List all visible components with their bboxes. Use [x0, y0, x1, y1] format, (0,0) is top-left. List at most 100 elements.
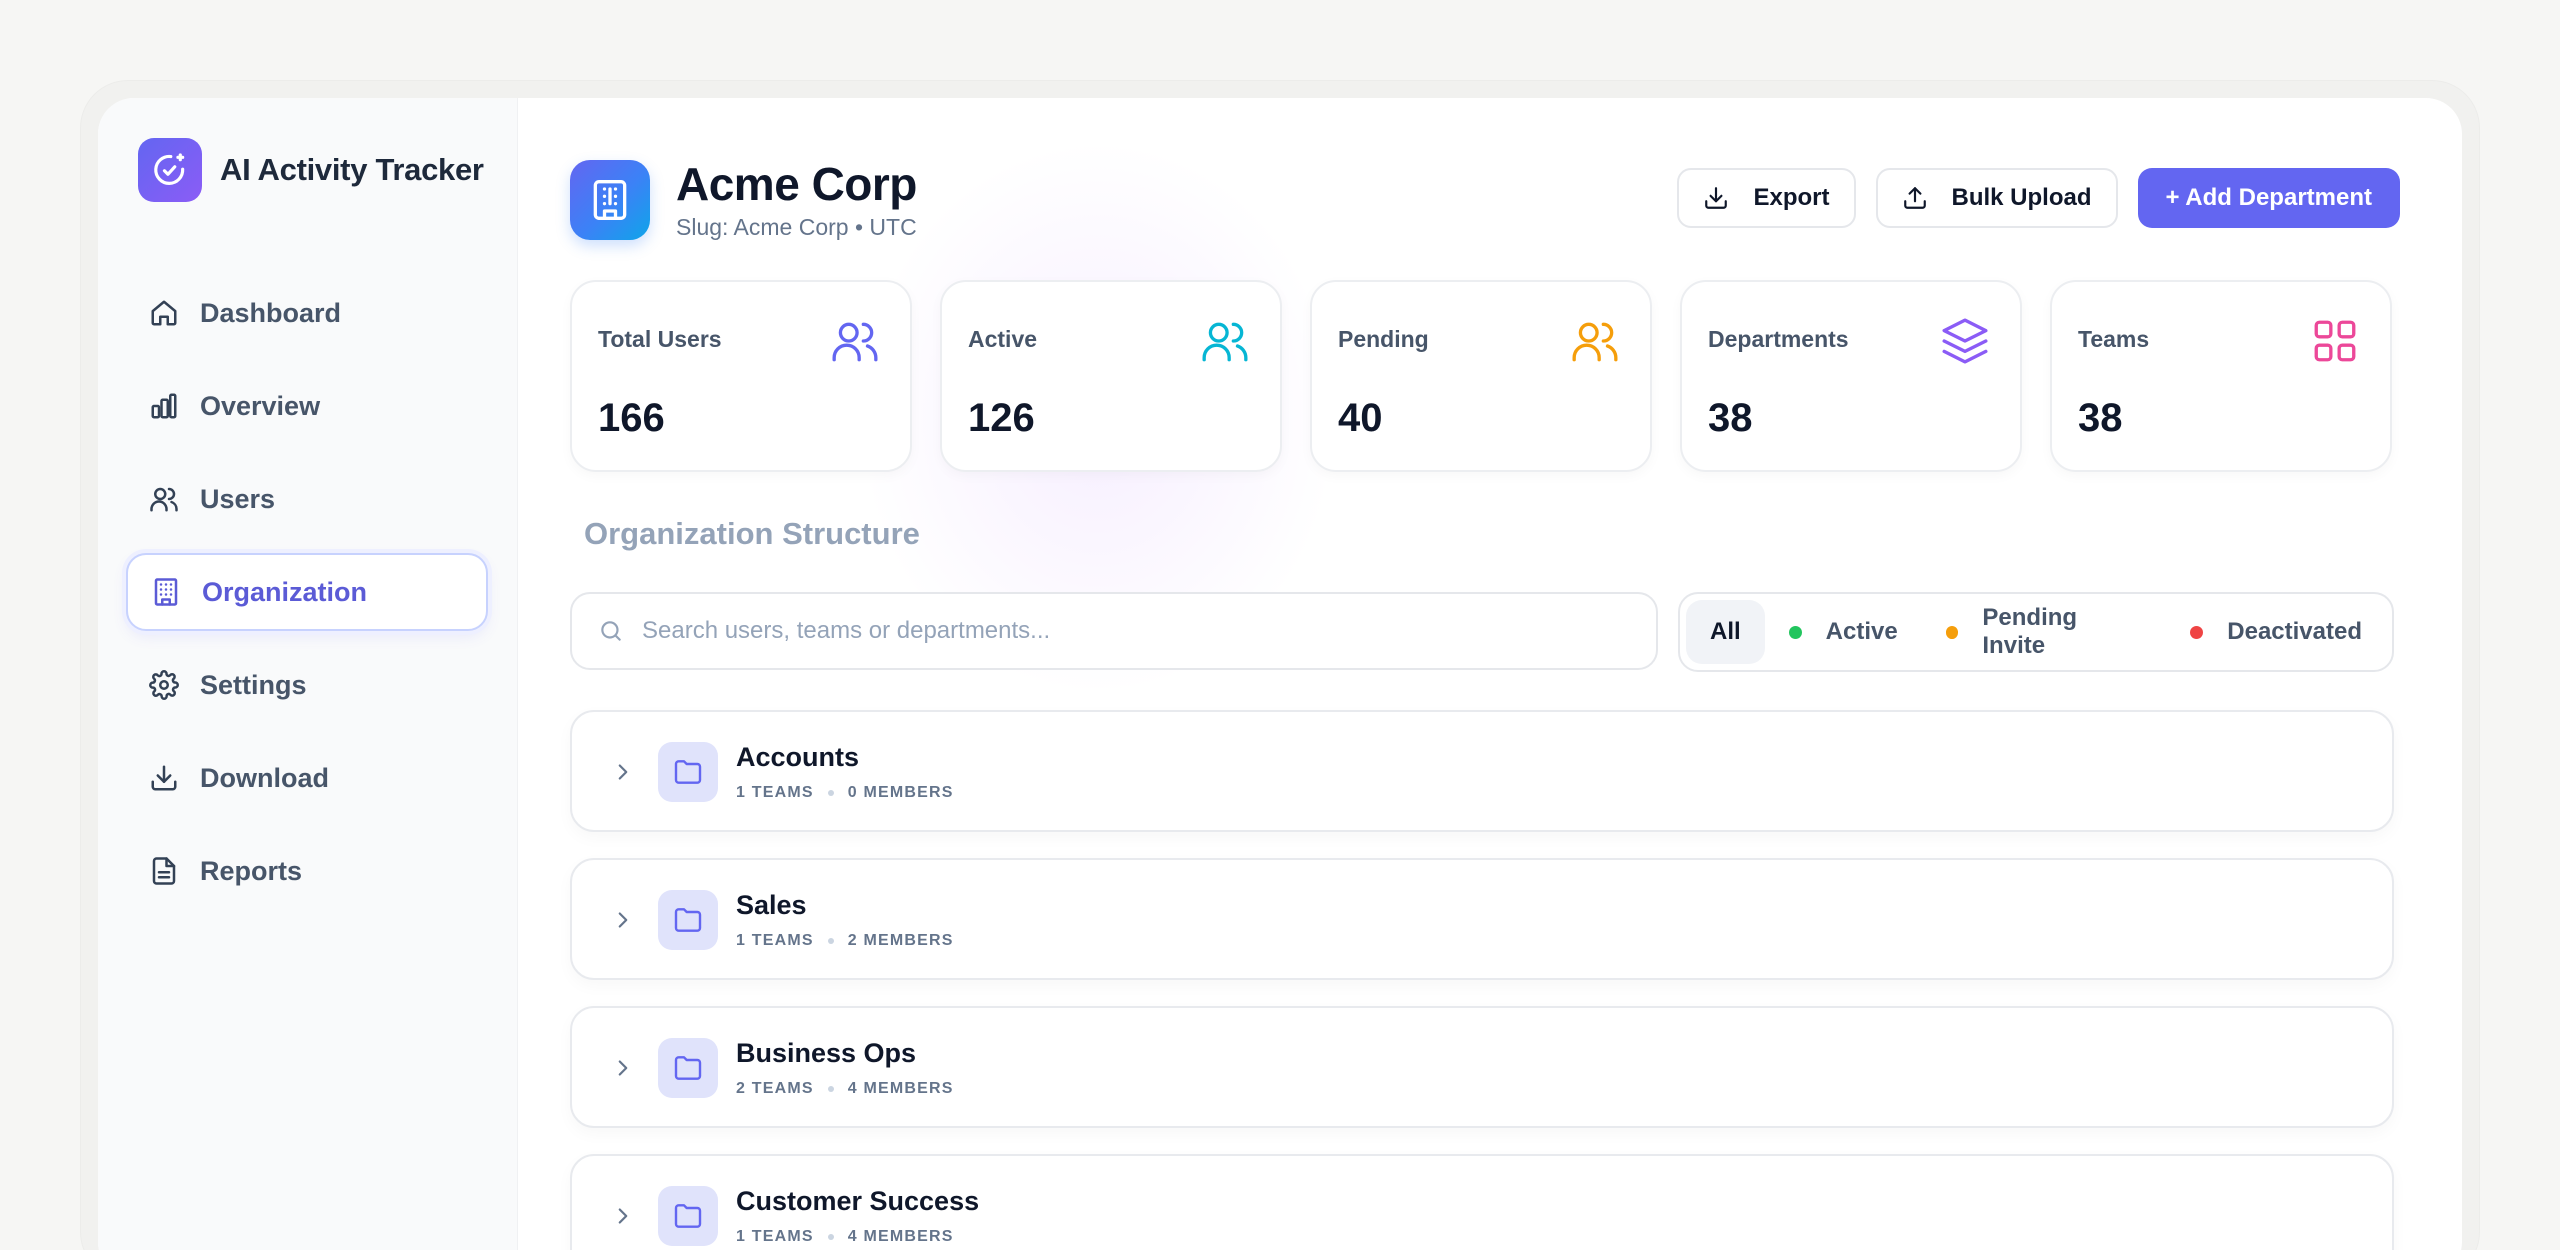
- filter-label: Deactivated: [2227, 618, 2362, 645]
- department-name: Accounts: [736, 742, 860, 772]
- folder-icon: [658, 742, 718, 802]
- home-icon: [148, 297, 180, 329]
- org-header: Acme Corp Slug: Acme Corp • UTC: [570, 158, 917, 241]
- stats-row: Total Users 166 Active 126 Pending: [570, 280, 2392, 472]
- stat-label: Teams: [2078, 326, 2150, 352]
- gear-icon: [148, 669, 180, 701]
- filter-label: Active: [1825, 618, 1898, 645]
- add-department-button[interactable]: + Add Department: [2137, 168, 2400, 228]
- chevron-right-icon[interactable]: [610, 907, 636, 933]
- filter-label: Pending Invite: [1982, 604, 2078, 659]
- bulk-upload-button[interactable]: Bulk Upload: [1875, 168, 2118, 228]
- department-meta: 1 TEAMS 0 MEMBERS: [736, 784, 954, 802]
- chevron-right-icon[interactable]: [610, 1055, 636, 1081]
- upload-icon: [1902, 185, 1928, 211]
- sidebar: AI Activity Tracker Dashboard Overview: [98, 98, 518, 1250]
- sidebar-item-label: Users: [200, 483, 276, 514]
- stat-value: 126: [968, 396, 1035, 440]
- export-label: Export: [1753, 184, 1830, 211]
- team-count: 1 TEAMS: [736, 1228, 814, 1245]
- department-row[interactable]: Sales 1 TEAMS 2 MEMBERS: [570, 858, 2394, 980]
- main-content: Acme Corp Slug: Acme Corp • UTC Export: [518, 98, 2462, 1250]
- status-filter: All Active Pending Invite Deactivated: [1678, 592, 2394, 672]
- stat-value: 40: [1338, 396, 1383, 440]
- meta-separator: [827, 1234, 834, 1240]
- sidebar-item-dashboard[interactable]: Dashboard: [126, 274, 488, 352]
- stat-card-pending: Pending 40: [1310, 280, 1652, 472]
- member-count: 0 MEMBERS: [847, 784, 954, 801]
- department-meta: 1 TEAMS 4 MEMBERS: [736, 1228, 954, 1246]
- status-dot-red: [2190, 625, 2204, 639]
- org-subtitle: Slug: Acme Corp • UTC: [676, 214, 917, 240]
- stat-value: 166: [598, 396, 665, 440]
- stat-label: Active: [968, 326, 1038, 352]
- sidebar-item-label: Dashboard: [200, 297, 342, 328]
- sidebar-item-settings[interactable]: Settings: [126, 646, 488, 724]
- team-count: 1 TEAMS: [736, 784, 814, 801]
- filter-label: All: [1710, 618, 1741, 645]
- folder-icon: [658, 890, 718, 950]
- sidebar-nav: Dashboard Overview Users: [126, 274, 488, 925]
- folder-icon: [658, 1186, 718, 1246]
- grid-icon: [2310, 316, 2360, 366]
- sidebar-item-overview[interactable]: Overview: [126, 367, 488, 445]
- users-icon: [830, 316, 880, 366]
- file-text-icon: [148, 855, 180, 887]
- chevron-right-icon[interactable]: [610, 759, 636, 785]
- status-dot-amber: [1945, 625, 1959, 639]
- header-actions: Export Bulk Upload + Add Department: [1677, 168, 2400, 228]
- page-title: Acme Corp: [676, 158, 917, 210]
- bulk-upload-label: Bulk Upload: [1951, 184, 2092, 211]
- stat-card-teams: Teams 38: [2050, 280, 2392, 472]
- status-dot-green: [1788, 625, 1802, 639]
- export-button[interactable]: Export: [1677, 168, 1856, 228]
- department-name: Customer Success: [736, 1186, 980, 1216]
- filter-pending-invite[interactable]: Pending Invite: [1922, 600, 2167, 664]
- sidebar-item-organization[interactable]: Organization: [126, 553, 488, 631]
- sidebar-item-reports[interactable]: Reports: [126, 832, 488, 910]
- download-icon: [1703, 185, 1729, 211]
- filter-deactivated[interactable]: Deactivated: [2166, 600, 2386, 664]
- department-meta: 2 TEAMS 4 MEMBERS: [736, 1080, 954, 1098]
- search-input[interactable]: [642, 617, 1602, 645]
- filter-active[interactable]: Active: [1765, 600, 1922, 664]
- chevron-right-icon[interactable]: [610, 1203, 636, 1229]
- team-count: 1 TEAMS: [736, 932, 814, 949]
- layers-icon: [1940, 316, 1990, 366]
- meta-separator: [827, 938, 834, 944]
- users-icon: [1200, 316, 1250, 366]
- meta-separator: [827, 790, 834, 796]
- users-icon: [148, 483, 180, 515]
- org-text: Acme Corp Slug: Acme Corp • UTC: [676, 158, 917, 241]
- app-name: AI Activity Tracker: [220, 152, 484, 187]
- member-count: 4 MEMBERS: [847, 1228, 954, 1245]
- member-count: 2 MEMBERS: [847, 932, 954, 949]
- department-meta: 1 TEAMS 2 MEMBERS: [736, 932, 954, 950]
- stat-label: Total Users: [598, 326, 722, 352]
- users-icon: [1570, 316, 1620, 366]
- stat-value: 38: [1708, 396, 1753, 440]
- bar-chart-icon: [148, 390, 180, 422]
- team-count: 2 TEAMS: [736, 1080, 814, 1097]
- member-count: 4 MEMBERS: [847, 1080, 954, 1097]
- department-row[interactable]: Business Ops 2 TEAMS 4 MEMBERS: [570, 1006, 2394, 1128]
- search-box[interactable]: [570, 592, 1658, 670]
- department-name: Business Ops: [736, 1038, 917, 1068]
- download-icon: [148, 762, 180, 794]
- stat-card-active: Active 126: [940, 280, 1282, 472]
- brand[interactable]: AI Activity Tracker: [138, 138, 484, 202]
- sidebar-item-label: Reports: [200, 855, 303, 886]
- sidebar-item-download[interactable]: Download: [126, 739, 488, 817]
- filter-all[interactable]: All: [1686, 600, 1765, 664]
- folder-icon: [658, 1038, 718, 1098]
- department-row[interactable]: Customer Success 1 TEAMS 4 MEMBERS: [570, 1154, 2394, 1250]
- sidebar-item-users[interactable]: Users: [126, 460, 488, 538]
- department-row[interactable]: Accounts 1 TEAMS 0 MEMBERS: [570, 710, 2394, 832]
- app-window: AI Activity Tracker Dashboard Overview: [98, 98, 2462, 1250]
- building-icon: [570, 159, 650, 240]
- stat-card-departments: Departments 38: [1680, 280, 2022, 472]
- stat-label: Departments: [1708, 326, 1849, 352]
- section-title: Organization Structure: [584, 516, 920, 551]
- search-icon: [598, 618, 624, 644]
- sidebar-item-label: Organization: [202, 576, 368, 607]
